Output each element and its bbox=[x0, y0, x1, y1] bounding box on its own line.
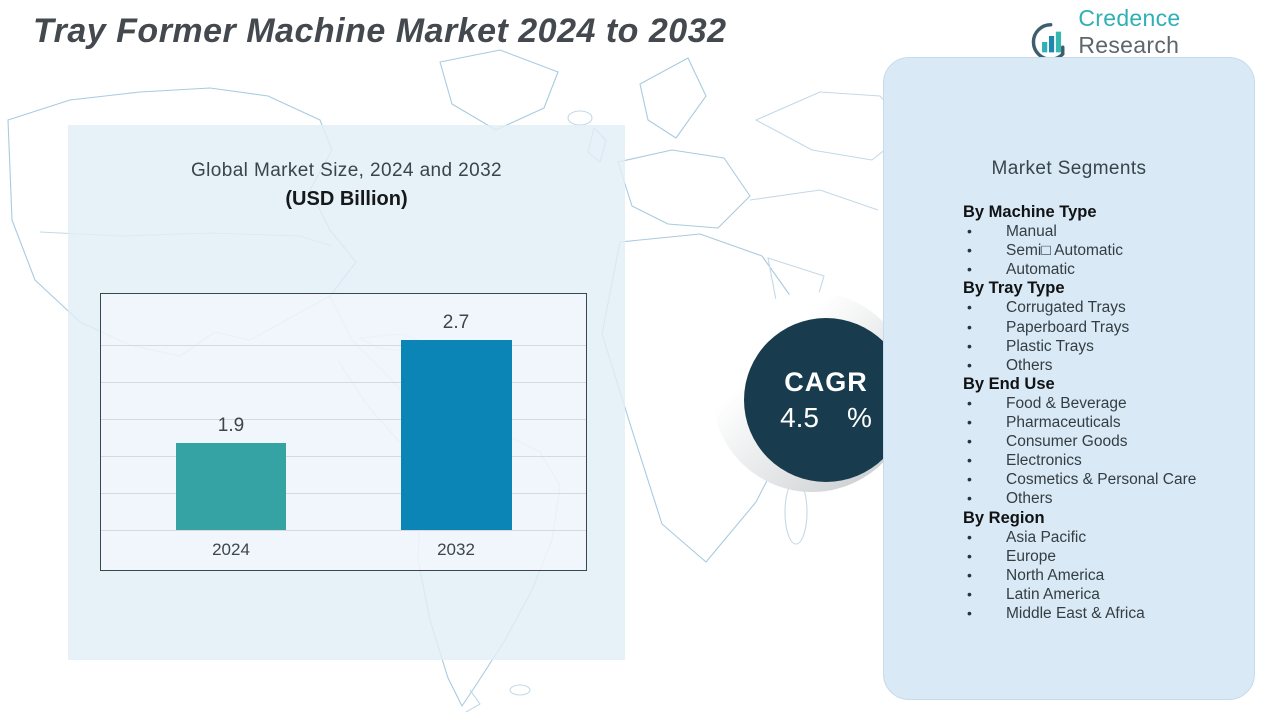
bar-2024 bbox=[176, 443, 286, 530]
list-item: • Middle East & Africa bbox=[963, 604, 1234, 623]
segment-item-label: Electronics bbox=[1006, 452, 1082, 470]
gridline bbox=[101, 530, 586, 531]
segment-item-label: Middle East & Africa bbox=[1006, 604, 1145, 622]
map-line-asia bbox=[749, 189, 879, 211]
brand-secondary: Research bbox=[1078, 32, 1180, 58]
list-item: • Semi□ Automatic bbox=[963, 241, 1234, 260]
list-item: • Europe bbox=[963, 547, 1234, 566]
segment-item-label: North America bbox=[1006, 566, 1105, 584]
list-item: • Others bbox=[963, 489, 1234, 508]
bullet-icon: • bbox=[967, 452, 972, 469]
list-item: • Paperboard Trays bbox=[963, 318, 1234, 337]
segment-item-label: Cosmetics & Personal Care bbox=[1006, 471, 1197, 489]
bullet-icon: • bbox=[967, 414, 972, 431]
segment-item-label: Automatic bbox=[1006, 261, 1075, 279]
map-outline-patagonia bbox=[465, 689, 481, 713]
bar-chart: 1.9 2024 2.7 2032 bbox=[100, 293, 587, 571]
map-outline-iceland bbox=[567, 110, 593, 126]
segment-item-label: Corrugated Trays bbox=[1006, 299, 1126, 317]
list-item: • Latin America bbox=[963, 585, 1234, 604]
x-label-2032: 2032 bbox=[437, 540, 475, 559]
chart-subtitle: (USD Billion) bbox=[285, 188, 408, 210]
cagr-badge: CAGR 4.5 % bbox=[744, 318, 908, 482]
bullet-icon: • bbox=[967, 547, 972, 564]
list-item: • Consumer Goods bbox=[963, 432, 1234, 451]
bar-2032 bbox=[401, 340, 512, 530]
list-item: • Cosmetics & Personal Care bbox=[963, 470, 1234, 489]
x-label-2024: 2024 bbox=[212, 540, 250, 559]
bullet-icon: • bbox=[967, 604, 972, 621]
map-outline-scandinavia bbox=[639, 57, 707, 139]
segment-item-label: Food & Beverage bbox=[1006, 394, 1127, 412]
map-outline-greenland bbox=[439, 49, 559, 131]
cagr-label: CAGR bbox=[784, 366, 868, 397]
bullet-icon: • bbox=[967, 337, 972, 354]
bullet-icon: • bbox=[967, 566, 972, 583]
bullet-icon: • bbox=[967, 318, 972, 335]
chart-title: Global Market Size, 2024 and 2032 bbox=[190, 160, 503, 181]
list-item: • Pharmaceuticals bbox=[963, 413, 1234, 432]
list-item: • Manual bbox=[963, 222, 1234, 241]
bar-value-2032: 2.7 bbox=[442, 312, 470, 333]
segment-heading-machine-type: By Machine Type bbox=[963, 203, 1097, 221]
map-outline-falklands bbox=[509, 684, 531, 696]
segment-heading-end-use: By End Use bbox=[963, 374, 1055, 393]
segments-title: Market Segments bbox=[991, 158, 1147, 179]
cagr-unit: % bbox=[847, 401, 872, 433]
cagr-value: 4.5 bbox=[780, 401, 820, 433]
market-segments-panel: Market Segments By Machine Type • Manual … bbox=[883, 57, 1255, 700]
segment-item-label: Manual bbox=[1006, 223, 1057, 241]
bullet-icon: • bbox=[967, 242, 972, 259]
chart-heading: Global Market Size, 2024 and 2032 (USD B… bbox=[68, 160, 625, 211]
segment-item-label: Consumer Goods bbox=[1006, 433, 1128, 451]
bullet-icon: • bbox=[967, 471, 972, 488]
segment-item-label: Pharmaceuticals bbox=[1006, 414, 1121, 432]
list-item: • Electronics bbox=[963, 451, 1234, 470]
map-outline-europe bbox=[617, 149, 751, 229]
segments-list: By Machine Type • Manual • Semi□ Automatic… bbox=[963, 203, 1234, 623]
bullet-icon: • bbox=[967, 490, 972, 507]
bullet-icon: • bbox=[967, 394, 972, 411]
gridline bbox=[101, 456, 586, 457]
segment-heading-region: By Region bbox=[963, 508, 1045, 527]
list-item: • Food & Beverage bbox=[963, 394, 1234, 413]
page-title: Tray Former Machine Market 2024 to 2032 bbox=[33, 12, 727, 50]
segment-item-label: Paperboard Trays bbox=[1006, 318, 1130, 336]
bar-value-2024: 1.9 bbox=[217, 415, 245, 436]
gridline bbox=[101, 382, 586, 383]
gridline bbox=[101, 419, 586, 420]
gridline bbox=[101, 345, 586, 346]
bullet-icon: • bbox=[967, 223, 972, 240]
segment-item-label: Semi□ Automatic bbox=[1006, 242, 1124, 260]
brand-primary: Credence bbox=[1078, 5, 1181, 31]
list-item: • North America bbox=[963, 566, 1234, 585]
bullet-icon: • bbox=[967, 261, 972, 278]
segment-item-label: Plastic Trays bbox=[1006, 337, 1094, 355]
segment-item-label: Others bbox=[1006, 356, 1053, 374]
list-item: • Asia Pacific bbox=[963, 528, 1234, 547]
bullet-icon: • bbox=[967, 585, 972, 602]
brand-name: Credence Research bbox=[1078, 5, 1267, 59]
bullet-icon: • bbox=[967, 299, 972, 316]
bullet-icon: • bbox=[967, 356, 972, 373]
segment-heading-tray-type: By Tray Type bbox=[963, 279, 1065, 298]
segment-item-label: Latin America bbox=[1006, 585, 1100, 603]
segment-item-label: Asia Pacific bbox=[1006, 528, 1087, 546]
bullet-icon: • bbox=[967, 433, 972, 450]
list-item: • Automatic bbox=[963, 260, 1234, 279]
list-item: • Corrugated Trays bbox=[963, 298, 1234, 317]
cagr-value-row: 4.5 % bbox=[780, 402, 872, 434]
list-item: • Plastic Trays bbox=[963, 337, 1234, 356]
bullet-icon: • bbox=[967, 528, 972, 545]
segment-item-label: Europe bbox=[1006, 547, 1056, 565]
gridline bbox=[101, 493, 586, 494]
segment-item-label: Others bbox=[1006, 490, 1053, 508]
list-item: • Others bbox=[963, 356, 1234, 375]
